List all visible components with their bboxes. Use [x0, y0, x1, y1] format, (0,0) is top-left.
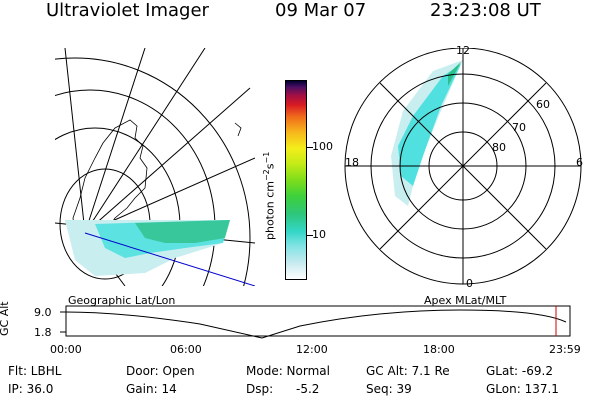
status-glon: GLon: 137.1	[486, 382, 559, 396]
colorbar-tick-100	[307, 147, 313, 148]
timeline-xtick-0000: 00:00	[50, 343, 82, 356]
status-gain: Gain: 14	[126, 382, 177, 396]
instrument-title: Ultraviolet Imager	[46, 0, 209, 21]
polar-aurora-mid	[398, 64, 461, 186]
time-label: 23:23:08 UT	[430, 0, 541, 21]
mlat-label-70: 70	[512, 121, 526, 134]
mlt-label-12: 12	[456, 44, 470, 57]
intensity-colorbar	[285, 80, 307, 280]
colorbar-tick-10	[307, 235, 313, 236]
timeline-ytick-9: 9.0	[34, 306, 52, 319]
status-gc-alt: GC Alt: 7.1 Re	[366, 364, 450, 378]
date-label: 09 Mar 07	[275, 0, 367, 21]
geographic-caption: Geographic Lat/Lon	[68, 294, 176, 307]
status-mode: Mode: Normal	[246, 364, 330, 378]
timeline-ytick-1-8: 1.8	[34, 326, 52, 339]
apex-caption: Apex MLat/MLT	[424, 294, 507, 307]
mlat-label-60: 60	[536, 98, 550, 111]
altitude-timeline	[60, 305, 571, 339]
timeline-xtick-0600: 06:00	[170, 343, 202, 356]
timeline-xtick-2359: 23:59	[549, 343, 581, 356]
timeline-xtick-1200: 12:00	[296, 343, 328, 356]
header-bar: Ultraviolet Imager 09 Mar 07 23:23:08 UT	[0, 0, 600, 26]
status-filter: Flt: LBHL	[8, 364, 62, 378]
aurora-swath-green	[135, 220, 230, 243]
status-dsp-value: -5.2	[296, 382, 320, 396]
satellite-track-line	[84, 232, 255, 286]
colorbar-unit-label: photon cm−2s−1	[262, 151, 277, 240]
altitude-curve	[65, 309, 567, 339]
polar-mlat-mlt-map	[344, 48, 582, 285]
colorbar-tick-label-100: 100	[312, 140, 333, 153]
timeline-xtick-1800: 18:00	[423, 343, 455, 356]
geographic-map	[55, 48, 255, 286]
colorbar-tick-label-10: 10	[312, 228, 326, 241]
mlat-label-80: 80	[492, 141, 506, 154]
status-dsp-label: Dsp:	[246, 382, 274, 396]
status-glat: GLat: -69.2	[486, 364, 553, 378]
status-seq: Seq: 39	[366, 382, 412, 396]
status-ip: IP: 36.0	[8, 382, 54, 396]
timeline-axis-label: GC Alt	[0, 301, 11, 336]
status-door: Door: Open	[126, 364, 195, 378]
mlt-label-0: 0	[466, 277, 473, 290]
mlt-label-6: 6	[576, 156, 583, 169]
mlt-label-18: 18	[345, 156, 359, 169]
